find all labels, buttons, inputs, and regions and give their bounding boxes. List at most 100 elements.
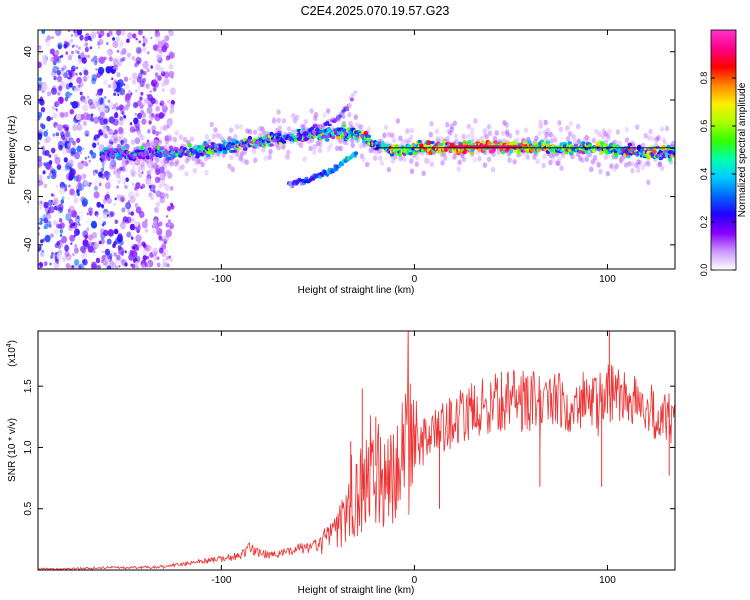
heatmap-cell: [667, 157, 673, 162]
heatmap-cell: [325, 138, 330, 142]
heatmap-cell: [479, 135, 484, 142]
heatmap-cell: [158, 166, 165, 174]
heatmap-cell: [203, 156, 209, 162]
heatmap-cell: [161, 105, 168, 113]
heatmap-cell: [530, 148, 535, 153]
heatmap-cell: [84, 46, 89, 53]
heatmap-cell: [276, 144, 281, 151]
heatmap-cell: [78, 84, 81, 88]
heatmap-cell: [84, 244, 88, 250]
heatmap-cell: [672, 152, 675, 156]
heatmap-cell: [74, 32, 78, 38]
heatmap-cell: [167, 133, 172, 140]
heatmap-cell: [239, 151, 245, 157]
heatmap-cell: [184, 171, 189, 177]
heatmap-cell: [234, 151, 240, 158]
heatmap-cell: [597, 131, 602, 138]
heatmap-cell: [165, 193, 169, 197]
heatmap-cell: [90, 220, 97, 229]
heatmap-cell: [162, 157, 167, 164]
heatmap-cell: [113, 252, 117, 257]
heatmap-cell: [281, 143, 286, 149]
heatmap-cell: [164, 160, 168, 165]
heatmap-cell: [125, 177, 129, 183]
heatmap-cell: [379, 160, 385, 166]
heatmap-cell: [657, 161, 663, 167]
x-tick-label: 100: [599, 274, 616, 285]
heatmap-cell: [75, 174, 82, 182]
heatmap-cell: [71, 101, 78, 109]
heatmap-cell: [112, 37, 116, 41]
heatmap-cell: [139, 145, 145, 151]
heatmap-cell: [116, 60, 122, 67]
heatmap-cell: [382, 132, 387, 139]
heatmap-cell: [54, 156, 61, 165]
heatmap-cell: [51, 87, 57, 95]
heatmap-cell: [124, 159, 130, 165]
heatmap-cell: [112, 40, 119, 49]
heatmap-cell: [134, 221, 139, 227]
heatmap-cell: [129, 195, 136, 204]
heatmap-cell: [158, 158, 163, 164]
heatmap-cell: [152, 130, 156, 135]
heatmap-cell: [636, 167, 641, 173]
heatmap-cell: [567, 141, 572, 145]
heatmap-cell: [392, 154, 398, 160]
heatmap-cell: [421, 170, 426, 177]
heatmap-cell: [209, 121, 214, 128]
heatmap-cell: [141, 220, 148, 229]
heatmap-cell: [64, 250, 70, 257]
heatmap-cell: [78, 210, 85, 218]
heatmap-cell: [366, 134, 372, 138]
heatmap-cell: [152, 144, 155, 148]
heatmap-cell: [137, 60, 140, 64]
heatmap-cell: [102, 221, 107, 226]
heatmap-cell: [502, 120, 507, 126]
heatmap-cell: [161, 243, 167, 250]
heatmap-cell: [116, 173, 121, 179]
heatmap-cell: [111, 164, 117, 170]
heatmap-cell: [123, 196, 126, 200]
heatmap-cell: [538, 123, 543, 129]
heatmap-cell: [470, 127, 475, 133]
heatmap-cell: [313, 111, 319, 118]
heatmap-cell: [71, 210, 77, 218]
heatmap-cell: [504, 122, 509, 128]
heatmap-cell: [434, 128, 440, 135]
heatmap-cell: [148, 166, 154, 173]
heatmap-cell: [122, 56, 126, 62]
heatmap-cell: [84, 234, 88, 239]
heatmap-cell: [477, 155, 482, 162]
heatmap-cell: [466, 123, 471, 130]
heatmap-cell: [318, 142, 323, 148]
heatmap-cell: [55, 125, 58, 129]
heatmap-cell: [409, 168, 415, 175]
heatmap-cell: [81, 247, 87, 254]
heatmap-cell: [174, 130, 179, 136]
heatmap-cell: [350, 137, 355, 143]
heatmap-cell: [116, 80, 121, 86]
heatmap-cell: [38, 181, 42, 186]
heatmap-cell: [68, 69, 75, 78]
heatmap-cell: [182, 136, 188, 143]
heatmap-cell: [118, 126, 123, 133]
heatmap-cell: [40, 201, 43, 204]
heatmap-cell: [41, 83, 48, 92]
heatmap-cell: [133, 117, 139, 125]
heatmap-cell: [144, 158, 150, 164]
heatmap-cell: [131, 160, 136, 167]
heatmap-cell: [535, 158, 540, 165]
heatmap-cell: [645, 160, 651, 166]
heatmap-cell: [448, 130, 453, 136]
heatmap-cell: [57, 124, 63, 132]
heatmap-cell: [68, 137, 74, 144]
heatmap-cell: [118, 265, 121, 268]
heatmap-cell: [116, 234, 124, 243]
heatmap-cell: [315, 140, 320, 147]
heatmap-cell: [43, 138, 49, 144]
heatmap-cell: [61, 54, 64, 58]
heatmap-cell: [573, 143, 578, 147]
heatmap-cell: [140, 69, 144, 74]
heatmap-cell: [515, 137, 520, 144]
heatmap-cell: [147, 244, 153, 251]
